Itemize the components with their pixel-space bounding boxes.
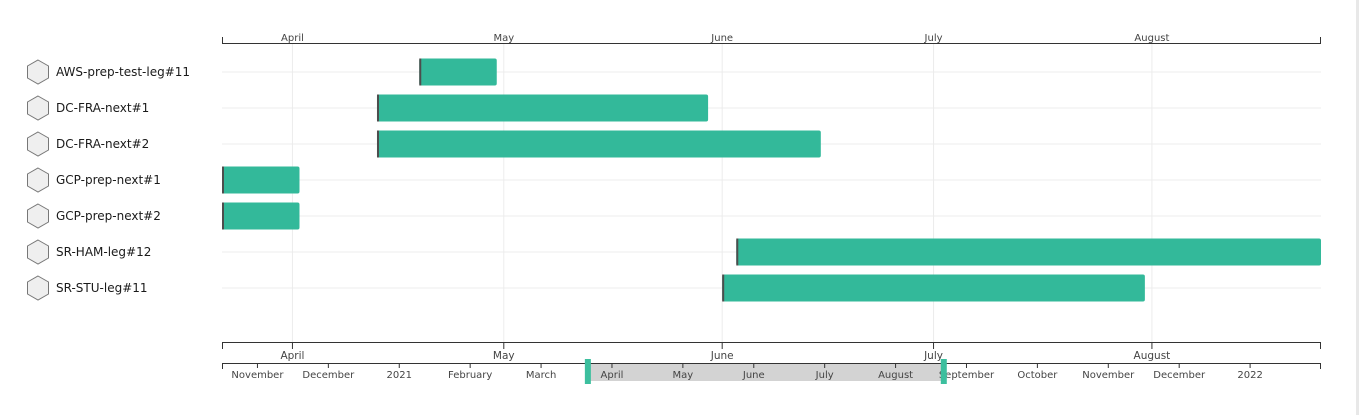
timeline-bar-start-marker [419, 58, 422, 86]
hexagon-icon [27, 95, 49, 121]
timeline-bar-start-marker [222, 202, 224, 230]
brush-handle-left[interactable] [584, 359, 591, 384]
overview-month-label: 2021 [387, 370, 412, 381]
group-label: SR-STU-leg#11 [56, 281, 148, 295]
top-axis-month-label: July [924, 33, 943, 44]
overview-month-label: December [1153, 370, 1206, 381]
timeline-bar[interactable] [376, 130, 821, 158]
timeline-bar[interactable] [736, 238, 1321, 266]
bottom-axis-month-label: August [1134, 350, 1171, 362]
timeline-bar-start-marker [722, 274, 725, 302]
bottom-axis-month-label: May [493, 350, 515, 362]
top-axis-month-label: August [1134, 33, 1169, 44]
hexagon-icon [27, 167, 49, 193]
overview-month-label: August [878, 370, 913, 381]
group-label: DC-FRA-next#2 [56, 137, 150, 151]
group-label: GCP-prep-next#2 [56, 209, 161, 223]
overview-month-label: June [742, 370, 765, 381]
timeline-bar[interactable] [222, 166, 300, 194]
group-label: AWS-prep-test-leg#11 [56, 65, 191, 79]
overview-month-label: November [231, 370, 284, 381]
overview-month-label: December [302, 370, 355, 381]
overview-month-label: March [526, 370, 556, 381]
group-row-dc-fra-next-1[interactable]: DC-FRA-next#1 [0, 90, 210, 126]
group-row-sr-stu-leg-11[interactable]: SR-STU-leg#11 [0, 270, 210, 306]
group-label: DC-FRA-next#1 [56, 101, 150, 115]
bottom-axis-month-label: April [280, 350, 304, 362]
top-axis-month-label: May [493, 33, 514, 44]
overview-month-label: November [1082, 370, 1135, 381]
hexagon-icon [27, 131, 49, 157]
overview-month-label: February [448, 370, 492, 381]
timeline-bar[interactable] [722, 274, 1145, 302]
top-axis-month-label: June [710, 33, 733, 44]
hexagon-icon [27, 203, 49, 229]
overview-month-label: September [939, 370, 995, 381]
overview-brush[interactable] [587, 363, 944, 381]
hexagon-icon [27, 59, 49, 85]
timeline-bar[interactable] [376, 94, 709, 122]
overview-month-label: October [1017, 370, 1058, 381]
timeline-bar[interactable] [222, 202, 300, 230]
bottom-axis-month-label: June [710, 350, 734, 362]
scrollbar-edge [1356, 0, 1359, 415]
overview-month-label: May [673, 370, 694, 381]
top-axis-month-label: April [281, 33, 304, 44]
brush-handle-right[interactable] [940, 359, 947, 384]
timeline-bar-start-marker [376, 94, 379, 122]
timeline-bar[interactable] [419, 58, 497, 86]
bottom-axis-month-label: July [923, 350, 943, 362]
group-label: GCP-prep-next#1 [56, 173, 161, 187]
timeline-bar-start-marker [222, 166, 224, 194]
timeline-bar-start-marker [736, 238, 739, 266]
overview-month-label: April [601, 370, 624, 381]
group-row-gcp-prep-next-1[interactable]: GCP-prep-next#1 [0, 162, 210, 198]
group-row-dc-fra-next-2[interactable]: DC-FRA-next#2 [0, 126, 210, 162]
group-row-sr-ham-leg-12[interactable]: SR-HAM-leg#12 [0, 234, 210, 270]
group-label: SR-HAM-leg#12 [56, 245, 152, 259]
hexagon-icon [27, 239, 49, 265]
hexagon-icon [27, 275, 49, 301]
group-row-aws-prep-test-leg-11[interactable]: AWS-prep-test-leg#11 [0, 54, 210, 90]
overview-month-label: July [815, 370, 834, 381]
group-row-gcp-prep-next-2[interactable]: GCP-prep-next#2 [0, 198, 210, 234]
overview-month-label: 2022 [1237, 370, 1262, 381]
timeline-bar-start-marker [376, 130, 379, 158]
